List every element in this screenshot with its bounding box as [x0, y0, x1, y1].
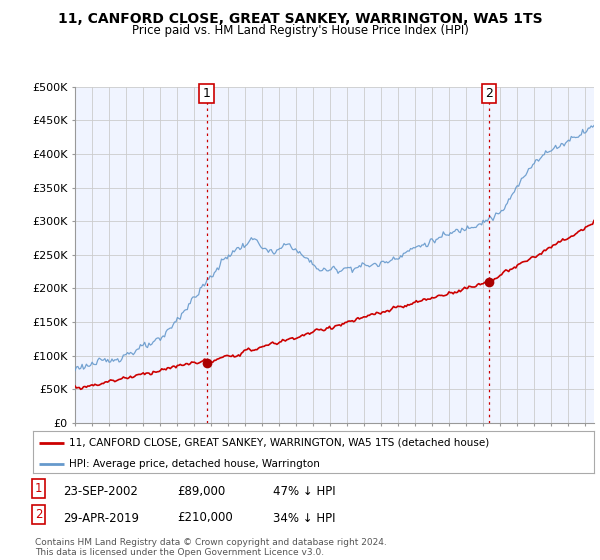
Text: 2: 2: [485, 87, 493, 100]
Text: 23-SEP-2002: 23-SEP-2002: [63, 485, 138, 498]
Text: 11, CANFORD CLOSE, GREAT SANKEY, WARRINGTON, WA5 1TS (detached house): 11, CANFORD CLOSE, GREAT SANKEY, WARRING…: [70, 438, 490, 448]
Text: HPI: Average price, detached house, Warrington: HPI: Average price, detached house, Warr…: [70, 459, 320, 469]
Text: 34% ↓ HPI: 34% ↓ HPI: [273, 511, 335, 525]
Text: £210,000: £210,000: [177, 511, 233, 525]
Text: 11, CANFORD CLOSE, GREAT SANKEY, WARRINGTON, WA5 1TS: 11, CANFORD CLOSE, GREAT SANKEY, WARRING…: [58, 12, 542, 26]
Text: Contains HM Land Registry data © Crown copyright and database right 2024.
This d: Contains HM Land Registry data © Crown c…: [35, 538, 386, 557]
Text: Price paid vs. HM Land Registry's House Price Index (HPI): Price paid vs. HM Land Registry's House …: [131, 24, 469, 36]
Text: 29-APR-2019: 29-APR-2019: [63, 511, 139, 525]
Text: 1: 1: [203, 87, 211, 100]
Text: 47% ↓ HPI: 47% ↓ HPI: [273, 485, 335, 498]
Text: 2: 2: [35, 508, 42, 521]
Text: £89,000: £89,000: [177, 485, 225, 498]
Text: 1: 1: [35, 482, 42, 494]
Bar: [206, 87, 489, 423]
